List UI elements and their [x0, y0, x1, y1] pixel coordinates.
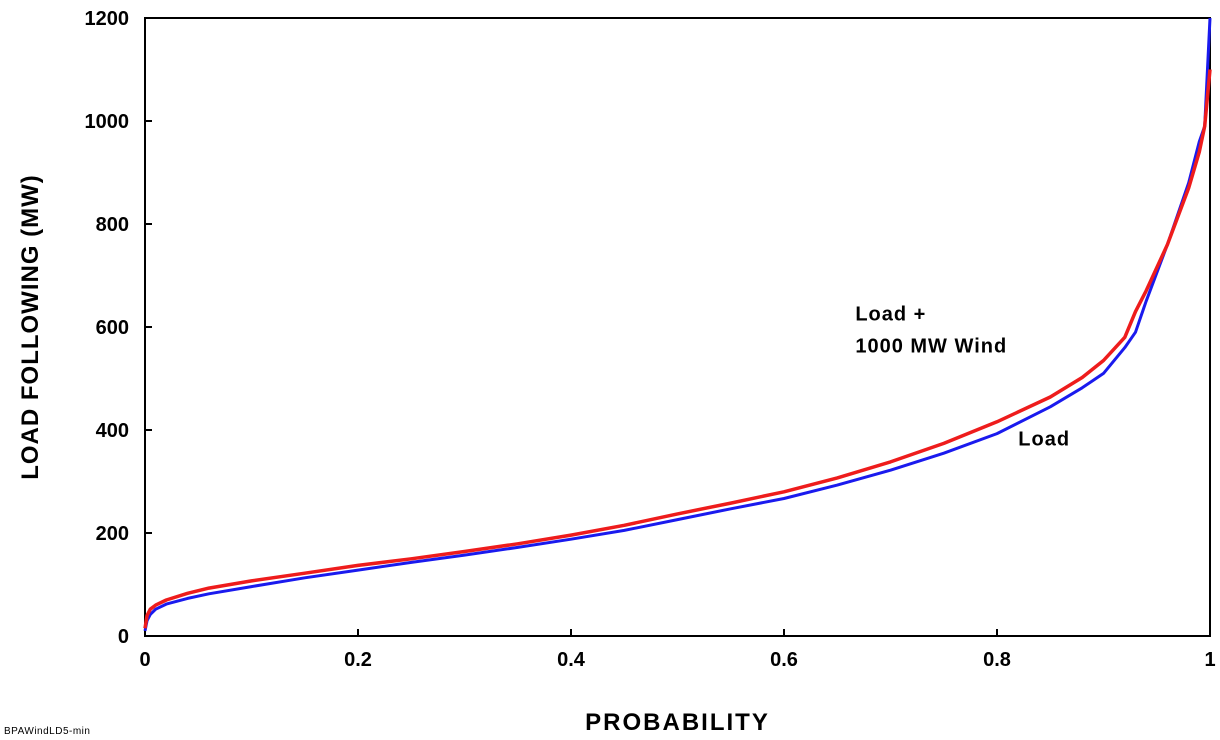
chart-footnote: BPAWindLD5-min — [4, 726, 91, 737]
tick-marks — [144, 17, 1211, 637]
series-load-line — [143, 17, 1212, 632]
y-tick-label: 800 — [96, 214, 129, 236]
annotation-load-plus-wind: Load + — [855, 303, 926, 325]
y-axis-title: LOAD FOLLOWING (MW) — [17, 174, 44, 480]
plot-frame — [144, 17, 1211, 637]
tick-labels: 0 0.2 0.4 0.6 0.8 1 0 200 400 600 800 1000 1200 — [85, 8, 1216, 671]
x-tick-label: 0.6 — [770, 649, 798, 671]
annotation-load-plus-wind: 1000 MW Wind — [855, 335, 1007, 357]
series-lines — [143, 17, 1212, 632]
x-tick-label: 0.4 — [557, 649, 586, 671]
y-tick-label: 1200 — [85, 8, 130, 30]
x-tick-label: 0 — [139, 649, 150, 671]
y-tick-label: 200 — [96, 523, 129, 545]
x-axis-title: PROBABILITY — [585, 709, 770, 736]
y-tick-label: 600 — [96, 317, 129, 339]
x-tick-label: 0.8 — [983, 649, 1011, 671]
y-tick-label: 400 — [96, 420, 129, 442]
x-tick-label: 0.2 — [344, 649, 372, 671]
y-tick-label: 0 — [118, 626, 129, 648]
annotation-load: Load — [1018, 428, 1070, 450]
y-tick-label: 1000 — [85, 111, 130, 133]
series-annotations: Load + 1000 MW Wind Load — [855, 303, 1070, 450]
series-load-plus-wind-line — [143, 69, 1212, 629]
x-tick-label: 1 — [1204, 649, 1215, 671]
